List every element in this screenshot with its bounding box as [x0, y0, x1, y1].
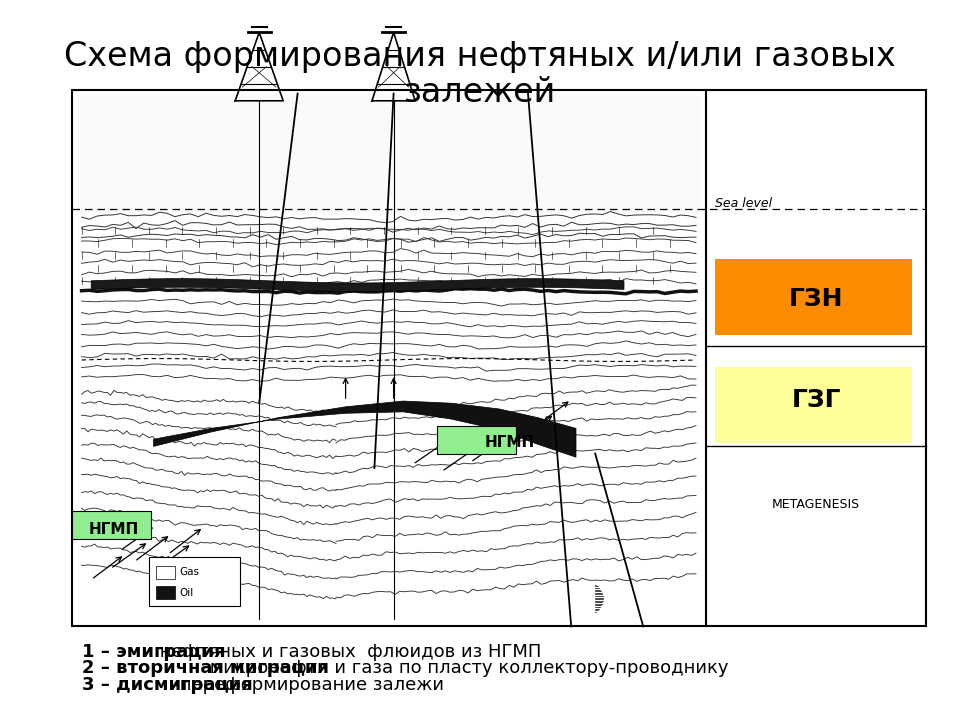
- Text: Gas: Gas: [180, 567, 200, 577]
- Bar: [156, 586, 175, 599]
- Bar: [156, 566, 175, 579]
- Text: залежей: залежей: [404, 76, 556, 109]
- Polygon shape: [91, 279, 624, 292]
- Bar: [715, 259, 912, 335]
- Text: ГЗГ: ГЗГ: [791, 387, 841, 412]
- Bar: [715, 367, 912, 443]
- Text: нефтяных и газовых  флюидов из НГМП: нефтяных и газовых флюидов из НГМП: [154, 642, 541, 661]
- Text: Sea level: Sea level: [715, 197, 773, 210]
- Text: 2 – вторичная миграция: 2 – вторичная миграция: [82, 660, 328, 677]
- Text: 3 – дисмиграция: 3 – дисмиграция: [82, 675, 252, 694]
- Bar: [437, 426, 516, 454]
- Text: 1 – эмиграция: 1 – эмиграция: [82, 642, 226, 661]
- Text: НГМП: НГМП: [88, 522, 138, 536]
- Text: ГЗН: ГЗН: [789, 287, 843, 311]
- Bar: [149, 557, 240, 606]
- Text: микронефти и газа по пласту коллектору-проводнику: микронефти и газа по пласту коллектору-п…: [204, 660, 729, 677]
- Polygon shape: [154, 401, 576, 457]
- Bar: [72, 511, 151, 539]
- Text: Oil: Oil: [180, 588, 194, 598]
- Bar: [72, 90, 926, 626]
- Text: Схема формирования нефтяных и/или газовых: Схема формирования нефтяных и/или газовы…: [64, 40, 896, 73]
- Bar: [77, 94, 701, 212]
- Text: НГМП: НГМП: [485, 436, 535, 450]
- Text: –переформирование залежи: –переформирование залежи: [165, 675, 444, 694]
- Text: METAGENESIS: METAGENESIS: [772, 498, 860, 510]
